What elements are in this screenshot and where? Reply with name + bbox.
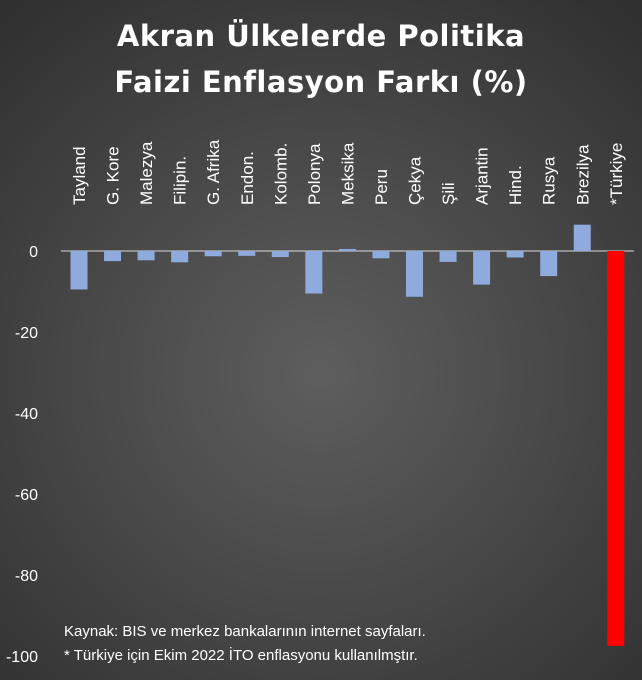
bar (305, 251, 323, 294)
category-label: Peru (372, 169, 391, 205)
category-label: Hind. (506, 165, 525, 205)
category-label: Polonya (305, 143, 324, 205)
category-label: Brezilya (573, 144, 592, 205)
y-tick-label: -20 (15, 325, 38, 342)
bar (607, 251, 625, 646)
bar (238, 251, 256, 256)
category-label: Şili (439, 182, 458, 205)
bar (573, 224, 591, 251)
bar (473, 251, 491, 285)
category-label: G. Afrika (204, 139, 223, 205)
chart-title-line-1: Akran Ülkelerde Politika (116, 19, 526, 53)
category-label: Endon. (238, 151, 257, 205)
category-label: Tayland (70, 146, 89, 205)
y-tick-label: -40 (15, 406, 38, 423)
bar (372, 251, 390, 259)
footnote: * Türkiye için Ekim 2022 İTO enflasyonu … (64, 647, 418, 664)
bar (506, 251, 524, 258)
bar (70, 251, 88, 290)
bar (540, 251, 558, 277)
y-tick-label: -60 (15, 487, 38, 504)
category-label: Meksika (338, 142, 357, 205)
category-label: Kolomb. (271, 143, 290, 205)
y-tick-label: -80 (15, 568, 38, 585)
bar (271, 251, 289, 258)
source-note: Kaynak: BIS ve merkez bankalarının inter… (64, 623, 426, 640)
y-tick-label: -100 (6, 649, 38, 666)
category-label: Çekya (406, 156, 425, 205)
bar (439, 251, 457, 262)
category-label: Filipin. (171, 156, 190, 205)
bar (104, 251, 122, 262)
category-label: *Türkiye (607, 143, 626, 205)
bar (204, 251, 222, 257)
category-label: G. Kore (104, 146, 123, 205)
bar (171, 251, 189, 263)
chart-title-line-2: Faizi Enflasyon Farkı (%) (114, 65, 528, 99)
category-label: Malezya (137, 141, 156, 205)
bar (137, 251, 155, 261)
category-label: Rusya (540, 156, 559, 205)
bar (338, 248, 356, 251)
y-tick-label: 0 (29, 244, 38, 261)
bar (406, 251, 423, 297)
category-label: Arjantin (473, 147, 492, 205)
